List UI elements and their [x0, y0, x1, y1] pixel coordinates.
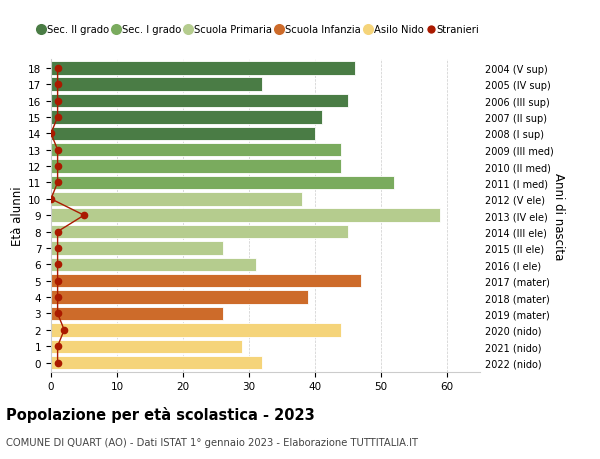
Bar	[51, 144, 341, 157]
Bar	[51, 62, 355, 75]
Bar	[51, 324, 341, 337]
Bar	[51, 193, 302, 206]
Bar	[51, 274, 361, 288]
Bar	[51, 307, 223, 320]
Bar	[51, 78, 262, 92]
Bar	[51, 356, 262, 369]
Bar	[51, 225, 348, 239]
Y-axis label: Età alunni: Età alunni	[11, 186, 24, 246]
Text: COMUNE DI QUART (AO) - Dati ISTAT 1° gennaio 2023 - Elaborazione TUTTITALIA.IT: COMUNE DI QUART (AO) - Dati ISTAT 1° gen…	[6, 437, 418, 447]
Bar	[51, 340, 242, 353]
Bar	[51, 160, 341, 174]
Bar	[51, 111, 322, 124]
Y-axis label: Anni di nascita: Anni di nascita	[552, 172, 565, 259]
Bar	[51, 95, 348, 108]
Bar	[51, 242, 223, 255]
Legend: Sec. II grado, Sec. I grado, Scuola Primaria, Scuola Infanzia, Asilo Nido, Stran: Sec. II grado, Sec. I grado, Scuola Prim…	[35, 21, 483, 39]
Text: Popolazione per età scolastica - 2023: Popolazione per età scolastica - 2023	[6, 406, 315, 422]
Bar	[51, 176, 394, 190]
Bar	[51, 291, 308, 304]
Bar	[51, 127, 315, 141]
Bar	[51, 209, 440, 223]
Bar	[51, 258, 256, 271]
